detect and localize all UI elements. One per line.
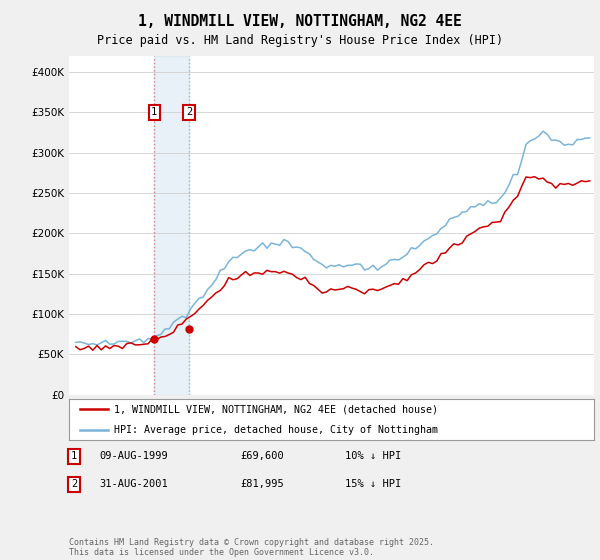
Text: £69,600: £69,600 <box>240 451 284 461</box>
Bar <box>154 56 189 395</box>
Text: £81,995: £81,995 <box>240 479 284 489</box>
Text: Price paid vs. HM Land Registry's House Price Index (HPI): Price paid vs. HM Land Registry's House … <box>97 34 503 46</box>
Text: Contains HM Land Registry data © Crown copyright and database right 2025.
This d: Contains HM Land Registry data © Crown c… <box>69 538 434 557</box>
Text: 15% ↓ HPI: 15% ↓ HPI <box>345 479 401 489</box>
Text: 1, WINDMILL VIEW, NOTTINGHAM, NG2 4EE: 1, WINDMILL VIEW, NOTTINGHAM, NG2 4EE <box>138 14 462 29</box>
Text: 1: 1 <box>71 451 77 461</box>
Text: 10% ↓ HPI: 10% ↓ HPI <box>345 451 401 461</box>
Text: 31-AUG-2001: 31-AUG-2001 <box>99 479 168 489</box>
Text: 09-AUG-1999: 09-AUG-1999 <box>99 451 168 461</box>
Text: 1: 1 <box>151 108 157 118</box>
Text: 2: 2 <box>71 479 77 489</box>
Text: 2: 2 <box>186 108 192 118</box>
Text: HPI: Average price, detached house, City of Nottingham: HPI: Average price, detached house, City… <box>113 424 437 435</box>
Text: 1, WINDMILL VIEW, NOTTINGHAM, NG2 4EE (detached house): 1, WINDMILL VIEW, NOTTINGHAM, NG2 4EE (d… <box>113 404 437 414</box>
